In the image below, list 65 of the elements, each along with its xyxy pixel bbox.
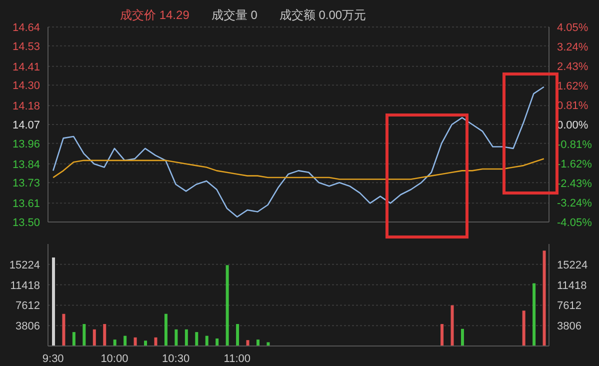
y-tick-label: 14.41	[12, 61, 40, 74]
y2-tick-label: -0.81%	[557, 139, 592, 151]
y-tick-label: 14.07	[12, 120, 40, 132]
y-tick-label: 13.73	[12, 178, 40, 190]
bar	[440, 324, 444, 346]
x-tick-label: 9:30	[42, 352, 64, 365]
bar	[460, 328, 464, 346]
y2-tick-label: -2.43%	[557, 178, 592, 190]
y-tick-label: 15224	[9, 259, 40, 272]
text: 成交量 0	[211, 7, 258, 24]
y2-tick-label: 4.05%	[557, 22, 588, 34]
y2-tick-label: 3.24%	[557, 42, 588, 54]
line-series	[52, 86, 545, 218]
y-tick-label: 13.50	[12, 217, 40, 229]
x-tick-label: 10:30	[162, 352, 190, 365]
bar	[216, 338, 219, 346]
bar	[124, 336, 127, 346]
bar	[450, 305, 454, 346]
y2-tick-label: -4.05%	[557, 217, 592, 229]
bar	[134, 337, 137, 346]
bar	[174, 329, 178, 346]
y-tick-label: 7612	[16, 300, 40, 312]
y2-tick-label: 3806	[557, 320, 582, 333]
bar	[82, 324, 86, 346]
x-tick-label: 11:00	[224, 352, 251, 365]
y2-tick-label: -3.24%	[557, 198, 592, 210]
bar	[92, 329, 96, 346]
bar	[205, 336, 208, 346]
y2-tick-label: 15224	[557, 259, 588, 272]
y-tick-label: 14.64	[12, 22, 40, 34]
y-tick-label: 13.61	[12, 198, 40, 210]
text: 成交价 14.29	[120, 7, 190, 24]
y-tick-label: 14.30	[12, 80, 40, 92]
bar	[266, 342, 270, 346]
bar	[542, 250, 546, 346]
y-tick-label: 13.84	[12, 158, 40, 171]
y-tick-label: 13.96	[12, 138, 40, 150]
bar	[256, 340, 260, 346]
y-tick-label: 11418	[10, 280, 40, 292]
bar	[184, 329, 188, 346]
y-tick-label: 14.53	[12, 40, 40, 53]
bar	[144, 340, 148, 346]
y2-tick-label: -1.62%	[557, 158, 592, 170]
bar	[52, 258, 55, 346]
y-tick-label: 14.18	[12, 100, 40, 113]
bar	[164, 314, 168, 346]
y2-tick-label: 1.62%	[557, 80, 588, 92]
y2-tick-label: 11418	[557, 280, 587, 292]
bar	[522, 310, 526, 346]
bar	[195, 332, 198, 346]
y2-tick-label: 2.43%	[557, 61, 588, 73]
x-tick-label: 10:00	[100, 352, 128, 365]
bar	[103, 324, 106, 346]
bar	[113, 340, 116, 346]
y-tick-label: 3806	[16, 320, 40, 333]
bar	[532, 283, 536, 346]
line-series	[52, 158, 545, 180]
bar	[72, 332, 76, 346]
y2-tick-label: 7612	[557, 300, 582, 312]
bar	[236, 324, 240, 346]
text: 成交额 0.00万元	[279, 7, 366, 24]
bar	[246, 340, 250, 346]
bar	[226, 265, 229, 346]
bar	[62, 314, 66, 346]
bar	[154, 337, 158, 346]
